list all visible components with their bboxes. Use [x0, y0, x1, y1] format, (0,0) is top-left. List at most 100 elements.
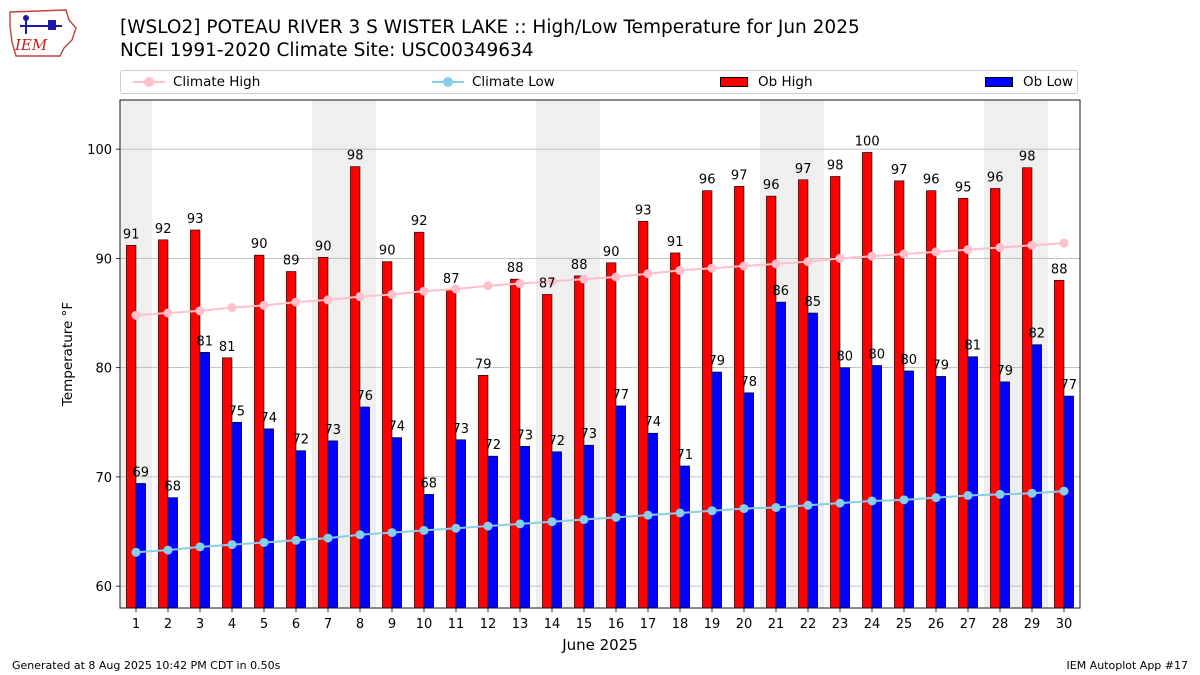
- point-climate-high-day-12: [483, 281, 493, 291]
- point-climate-high-day-25: [899, 249, 909, 259]
- label-ob-high-day-5: 90: [251, 237, 268, 252]
- x-tick-label-20: 20: [736, 617, 753, 632]
- x-tick-label-4: 4: [228, 617, 236, 632]
- point-climate-low-day-13: [515, 519, 525, 529]
- bar-ob-low-day-15: [583, 444, 594, 609]
- bar-ob-high-day-24: [862, 152, 873, 609]
- label-ob-high-day-14: 87: [539, 276, 556, 291]
- x-axis-label: June 2025: [561, 636, 638, 654]
- label-ob-high-day-26: 96: [923, 173, 940, 188]
- chart-title: [WSLO2] POTEAU RIVER 3 S WISTER LAKE :: …: [120, 17, 860, 38]
- point-climate-low-day-7: [323, 533, 333, 543]
- bar-ob-low-day-12: [487, 455, 498, 609]
- label-ob-high-day-13: 88: [507, 261, 524, 276]
- bar-ob-high-day-29: [1022, 167, 1033, 609]
- bar-ob-low-day-27: [967, 356, 978, 609]
- label-ob-high-day-9: 90: [379, 244, 396, 259]
- point-climate-low-day-14: [547, 517, 557, 527]
- point-climate-high-day-24: [867, 251, 877, 261]
- x-tick-label-26: 26: [928, 617, 945, 632]
- x-tick-label-19: 19: [704, 617, 721, 632]
- label-ob-low-day-30: 77: [1061, 378, 1078, 393]
- label-ob-high-day-4: 81: [219, 340, 236, 355]
- point-climate-high-day-3: [195, 306, 205, 316]
- bar-ob-high-day-23: [830, 176, 841, 609]
- point-climate-low-day-20: [739, 504, 749, 514]
- bar-ob-low-day-22: [807, 312, 818, 609]
- point-climate-low-day-5: [259, 537, 269, 547]
- point-climate-high-day-5: [259, 300, 269, 310]
- svg-text:IEM: IEM: [14, 36, 48, 54]
- point-climate-low-day-15: [579, 515, 589, 525]
- bar-ob-low-day-24: [871, 365, 882, 609]
- bar-ob-high-day-11: [446, 289, 457, 609]
- point-climate-low-day-30: [1059, 486, 1069, 496]
- label-ob-high-day-23: 98: [827, 158, 844, 173]
- point-climate-high-day-29: [1027, 240, 1037, 250]
- point-climate-high-day-19: [707, 263, 717, 273]
- y-tick-label-80: 80: [95, 362, 112, 377]
- bar-ob-low-day-19: [711, 371, 722, 609]
- label-ob-low-day-16: 77: [613, 388, 630, 403]
- bar-ob-low-day-10: [423, 494, 434, 609]
- legend-label-ob-high: Ob High: [758, 74, 813, 90]
- point-climate-low-day-3: [195, 542, 205, 552]
- x-tick-label-30: 30: [1056, 617, 1073, 632]
- point-climate-low-day-19: [707, 506, 717, 516]
- point-climate-high-day-20: [739, 261, 749, 271]
- label-ob-high-day-22: 97: [795, 162, 812, 177]
- label-ob-low-day-27: 81: [965, 339, 982, 354]
- bar-ob-low-day-30: [1063, 395, 1074, 609]
- bar-ob-high-day-8: [350, 166, 361, 609]
- label-ob-high-day-19: 96: [699, 173, 716, 188]
- point-climate-low-day-18: [675, 508, 685, 518]
- bar-ob-high-day-13: [510, 278, 521, 609]
- x-tick-label-22: 22: [800, 617, 817, 632]
- label-ob-low-day-11: 73: [453, 422, 470, 437]
- label-ob-low-day-29: 82: [1029, 327, 1046, 342]
- label-ob-high-day-16: 90: [603, 245, 620, 260]
- bar-ob-low-day-25: [903, 370, 914, 609]
- point-climate-low-day-9: [387, 528, 397, 538]
- label-ob-low-day-14: 72: [549, 434, 566, 449]
- point-climate-high-day-11: [451, 284, 461, 294]
- x-tick-label-18: 18: [672, 617, 689, 632]
- label-ob-low-day-22: 85: [805, 295, 822, 310]
- bar-ob-low-day-23: [839, 367, 850, 609]
- x-tick-label-13: 13: [512, 617, 529, 632]
- bar-ob-low-day-29: [1031, 344, 1042, 609]
- label-ob-low-day-20: 78: [741, 375, 758, 390]
- point-climate-high-day-15: [579, 274, 589, 284]
- point-climate-high-day-10: [419, 286, 429, 296]
- point-climate-high-day-27: [963, 245, 973, 255]
- x-tick-label-29: 29: [1024, 617, 1041, 632]
- y-tick-label-90: 90: [95, 252, 112, 267]
- y-tick-label-100: 100: [87, 143, 112, 158]
- x-tick-label-28: 28: [992, 617, 1009, 632]
- bar-ob-low-day-16: [615, 405, 626, 609]
- point-climate-high-day-21: [771, 259, 781, 269]
- point-climate-low-day-2: [163, 545, 173, 555]
- point-climate-high-day-13: [515, 279, 525, 289]
- x-tick-label-16: 16: [608, 617, 625, 632]
- legend-label-climate-high: Climate High: [173, 74, 261, 90]
- x-tick-label-23: 23: [832, 617, 849, 632]
- bar-ob-high-day-14: [542, 294, 553, 609]
- bar-ob-low-day-11: [455, 439, 466, 609]
- point-climate-high-day-6: [291, 297, 301, 307]
- label-ob-low-day-19: 79: [709, 354, 726, 369]
- label-ob-low-day-2: 68: [165, 480, 182, 495]
- label-ob-high-day-17: 93: [635, 203, 652, 218]
- point-climate-high-day-22: [803, 257, 813, 267]
- generated-timestamp: Generated at 8 Aug 2025 10:42 PM CDT in …: [12, 659, 281, 672]
- bar-ob-high-day-16: [606, 262, 617, 609]
- x-tick-label-1: 1: [132, 617, 140, 632]
- point-climate-low-day-1: [131, 547, 141, 557]
- label-ob-low-day-3: 81: [197, 334, 214, 349]
- label-ob-low-day-15: 73: [581, 427, 598, 442]
- x-tick-label-6: 6: [292, 617, 300, 632]
- label-ob-high-day-24: 100: [855, 134, 880, 149]
- point-climate-low-day-27: [963, 490, 973, 500]
- bar-ob-low-day-6: [295, 450, 306, 609]
